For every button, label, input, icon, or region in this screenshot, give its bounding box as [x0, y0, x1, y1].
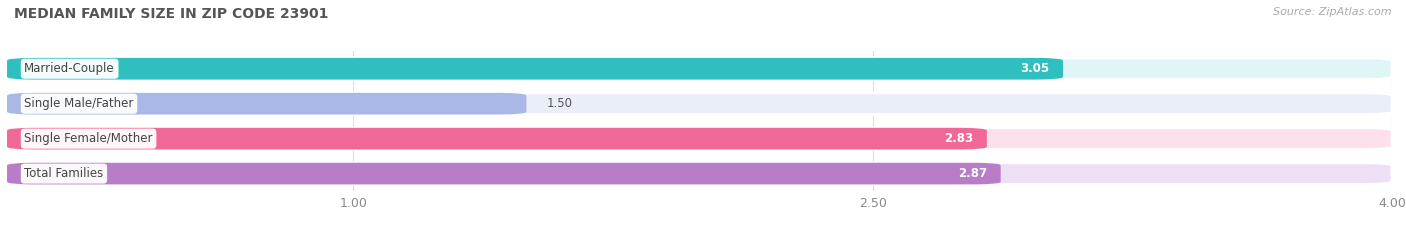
FancyBboxPatch shape: [7, 93, 526, 115]
Text: MEDIAN FAMILY SIZE IN ZIP CODE 23901: MEDIAN FAMILY SIZE IN ZIP CODE 23901: [14, 7, 329, 21]
FancyBboxPatch shape: [7, 58, 1392, 80]
Text: 2.87: 2.87: [957, 167, 987, 180]
FancyBboxPatch shape: [7, 58, 1063, 80]
Text: 1.50: 1.50: [547, 97, 574, 110]
Text: 3.05: 3.05: [1019, 62, 1049, 75]
FancyBboxPatch shape: [7, 128, 987, 150]
FancyBboxPatch shape: [7, 163, 1392, 185]
Text: Total Families: Total Families: [24, 167, 104, 180]
FancyBboxPatch shape: [7, 128, 1392, 150]
FancyBboxPatch shape: [7, 163, 1001, 185]
FancyBboxPatch shape: [7, 93, 1392, 115]
Text: Source: ZipAtlas.com: Source: ZipAtlas.com: [1274, 7, 1392, 17]
Text: Single Female/Mother: Single Female/Mother: [24, 132, 153, 145]
Text: Married-Couple: Married-Couple: [24, 62, 115, 75]
Text: 2.83: 2.83: [943, 132, 973, 145]
Text: Single Male/Father: Single Male/Father: [24, 97, 134, 110]
